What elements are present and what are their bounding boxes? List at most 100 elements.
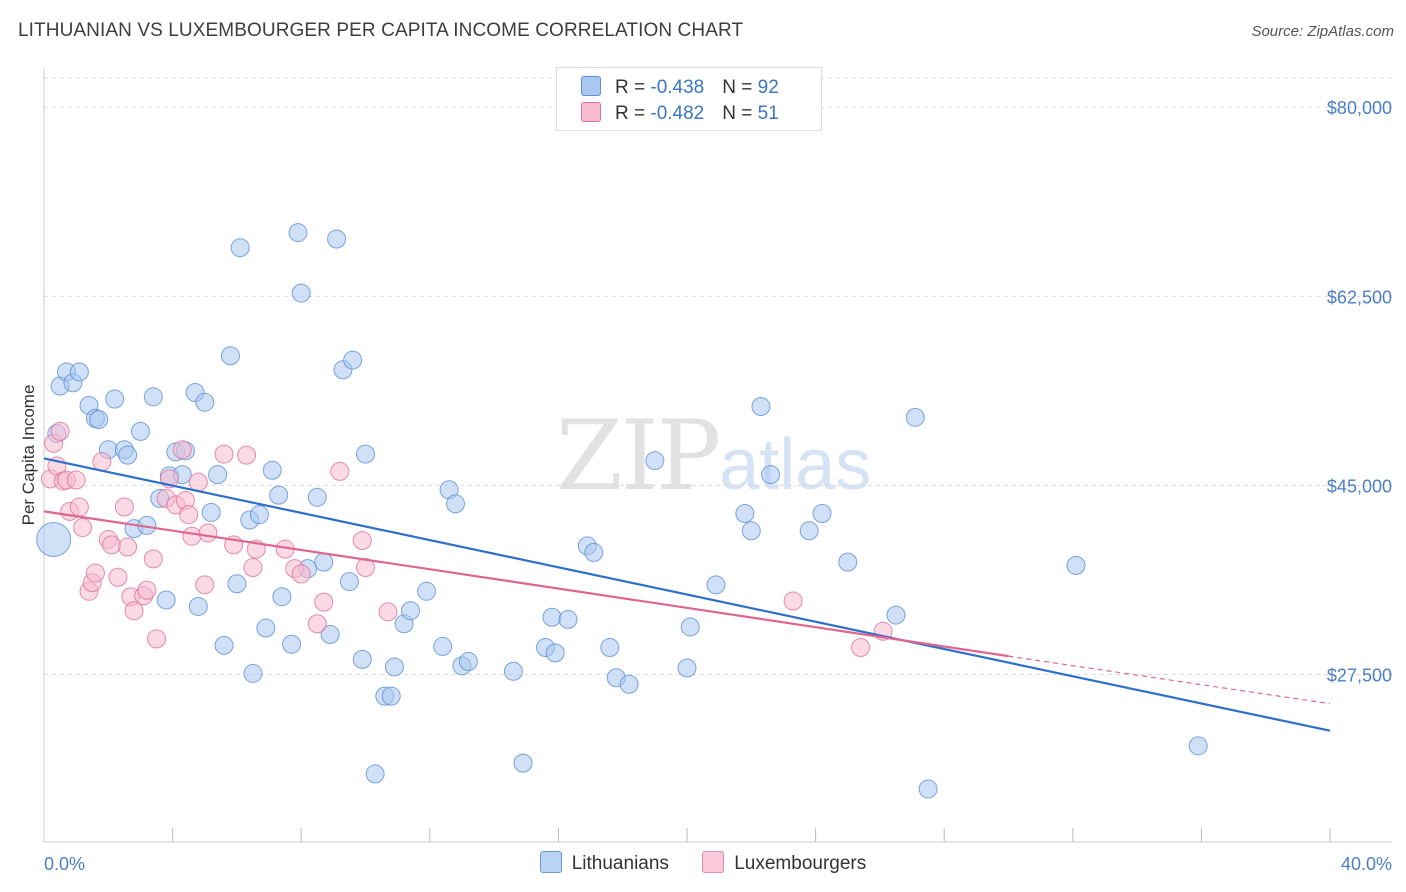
- lithuanian-point: [503, 661, 523, 681]
- lithuanian-point: [352, 649, 372, 669]
- y-tick-label: $62,500: [1327, 287, 1392, 307]
- lithuanian-point: [706, 575, 726, 595]
- lithuanian-point: [381, 686, 401, 706]
- series-swatch-luxembourgers: [702, 851, 725, 873]
- chart-title: LITHUANIAN VS LUXEMBOURGER PER CAPITA IN…: [18, 20, 744, 41]
- lithuanian-point: [195, 392, 215, 412]
- watermark-zip: ZIP: [556, 400, 721, 512]
- series-legend: Lithuanians Luxembourgers: [0, 851, 1406, 875]
- luxembourger-point: [114, 497, 134, 517]
- luxembourger-point: [66, 470, 86, 490]
- legend-r-label: R =: [615, 77, 651, 98]
- legend-n-value: 51: [757, 103, 779, 124]
- series-label-luxembourgers: Luxembourgers: [734, 853, 867, 874]
- lithuanian-point: [1066, 555, 1086, 575]
- luxembourger-point: [50, 421, 70, 441]
- legend-n-value: 92: [757, 77, 779, 98]
- legend-r-value: -0.482: [650, 103, 705, 124]
- lithuanian-point: [545, 643, 565, 663]
- legend-swatch-luxembourgers: [581, 102, 601, 122]
- lithuanian-point: [433, 636, 453, 656]
- luxembourger-point: [851, 638, 871, 657]
- lithuanian-point: [220, 346, 240, 366]
- luxembourger-point: [92, 452, 112, 472]
- lithuanian-point: [677, 658, 697, 678]
- lithuanian-point: [272, 587, 292, 607]
- lithuanian-point: [812, 504, 832, 524]
- luxembourger-point: [188, 472, 208, 492]
- watermark-atlas: atlas: [719, 425, 872, 505]
- lithuanian-point: [761, 465, 781, 485]
- lithuanian-point: [741, 521, 761, 541]
- luxembourger-point: [378, 602, 398, 622]
- lithuanian-point: [799, 521, 819, 541]
- luxembourger-point: [85, 563, 105, 583]
- x-tick-label: 40.0%: [1341, 854, 1392, 874]
- luxembourger-point: [172, 440, 192, 460]
- lithuanian-point: [446, 494, 466, 514]
- lithuanian-trendline: [43, 457, 1331, 732]
- lithuanian-point: [227, 574, 247, 594]
- lithuanian-point: [188, 596, 208, 616]
- lithuanian-point: [417, 581, 437, 601]
- y-tick-label: $27,500: [1327, 666, 1392, 686]
- x-tick-label: 0.0%: [44, 854, 85, 874]
- chart-source: Source: ZipAtlas.com: [1251, 23, 1394, 40]
- lithuanian-point: [243, 663, 263, 683]
- legend-n-label: N =: [722, 77, 758, 98]
- stats-legend: R = -0.438 N = 92 R = -0.482 N = 51: [556, 67, 822, 131]
- luxembourger-point: [314, 592, 334, 612]
- series-legend-luxembourgers: Luxembourgers: [702, 851, 866, 875]
- luxembourger-point: [102, 535, 122, 555]
- lithuanian-point: [105, 389, 125, 409]
- series-legend-lithuanians: Lithuanians: [539, 851, 669, 875]
- lithuanian-point: [156, 590, 176, 610]
- luxembourger-point: [182, 526, 202, 546]
- lithuanian-point: [600, 638, 620, 657]
- lithuanian-point: [118, 445, 138, 465]
- lithuanian-point: [584, 542, 604, 562]
- lithuanian-point: [69, 362, 89, 382]
- luxembourger-point: [243, 558, 263, 578]
- lithuanian-point: [365, 764, 385, 784]
- lithuanian-point: [320, 625, 340, 645]
- lithuanian-point: [288, 223, 308, 243]
- lithuanian-point: [645, 451, 665, 471]
- series-swatch-lithuanians: [539, 851, 562, 873]
- lithuanian-point: [513, 753, 533, 773]
- legend-r-value: -0.438: [650, 77, 705, 98]
- luxembourger-point: [237, 445, 257, 465]
- luxembourger-trendline: [43, 510, 1009, 658]
- legend-swatch-lithuanians: [581, 76, 601, 96]
- lithuanian-point: [208, 465, 228, 485]
- luxembourger-point: [352, 531, 372, 551]
- lithuanian-point: [89, 410, 109, 430]
- luxembourger-point: [195, 575, 215, 595]
- lithuanian-point: [230, 238, 250, 258]
- lithuanian-point: [735, 504, 755, 524]
- lithuanian-point: [327, 229, 347, 249]
- lithuanian-point: [262, 460, 282, 480]
- luxembourger-point: [108, 567, 128, 587]
- lithuanian-point: [307, 487, 327, 507]
- luxembourger-point: [124, 601, 144, 621]
- luxembourger-point: [291, 564, 311, 584]
- luxembourger-point: [118, 537, 138, 557]
- lithuanian-point: [130, 421, 150, 441]
- lithuanian-point: [905, 407, 925, 427]
- luxembourger-point: [73, 518, 93, 538]
- luxembourger-point: [214, 444, 234, 464]
- luxembourger-point: [147, 629, 167, 649]
- lithuanian-point: [1188, 736, 1208, 756]
- luxembourger-point: [137, 580, 157, 600]
- luxembourger-point: [69, 497, 89, 517]
- lithuanian-point: [356, 444, 375, 464]
- lithuanian-point: [838, 552, 858, 572]
- y-tick-label: $80,000: [1327, 98, 1392, 118]
- luxembourger-point: [330, 461, 350, 481]
- lithuanian-point: [619, 674, 639, 694]
- lithuanian-point: [339, 572, 359, 592]
- lithuanian-point: [458, 652, 478, 672]
- lithuanian-point: [384, 657, 404, 677]
